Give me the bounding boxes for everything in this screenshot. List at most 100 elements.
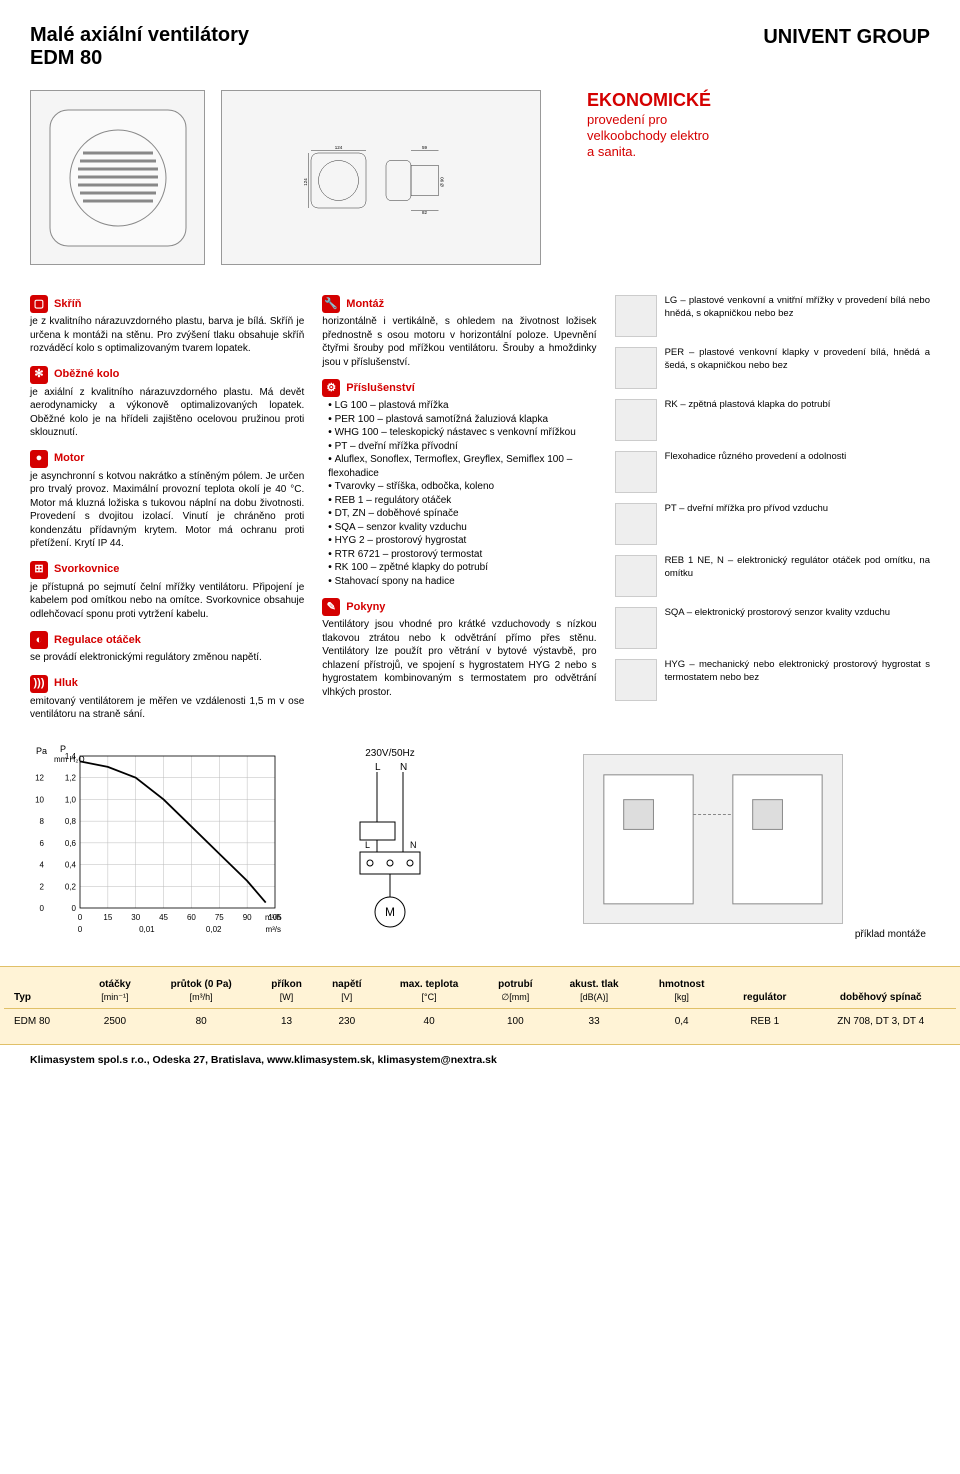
svg-text:4: 4	[40, 860, 45, 869]
cell: 33	[549, 1008, 639, 1034]
accessory-thumb	[615, 347, 657, 389]
info-icon: ✎	[322, 598, 340, 616]
svg-text:230V/50Hz: 230V/50Hz	[365, 748, 414, 759]
svg-text:M: M	[385, 905, 395, 919]
svg-text:15: 15	[103, 913, 112, 922]
svg-text:0: 0	[72, 904, 77, 913]
accessory-thumb	[615, 399, 657, 441]
cell: 40	[376, 1008, 481, 1034]
list-item: PER 100 – plastová samotížná žaluziová k…	[328, 413, 596, 427]
accessory-row: REB 1 NE, N – elektronický regulátor otá…	[615, 555, 930, 597]
box-icon: ▢	[30, 295, 48, 313]
install-svg	[584, 755, 842, 924]
svg-text:0,02: 0,02	[206, 925, 222, 934]
svg-text:0,4: 0,4	[65, 860, 77, 869]
accessory-row: RK – zpětná plastová klapka do potrubí	[615, 399, 930, 441]
svg-text:0,6: 0,6	[65, 838, 77, 847]
svg-text:1,0: 1,0	[65, 795, 77, 804]
cell: EDM 80	[4, 1008, 83, 1034]
motor-icon: ●	[30, 450, 48, 468]
cell: REB 1	[724, 1008, 805, 1034]
col-header: otáčky[min⁻¹]	[83, 975, 146, 1009]
sound-icon: )))	[30, 675, 48, 693]
technical-drawing: 124 124 59 Ø 90 82	[221, 90, 541, 265]
svg-text:10: 10	[35, 795, 44, 804]
list-item: RTR 6721 – prostorový termostat	[328, 548, 596, 562]
montaz-title: Montáž	[346, 297, 384, 312]
promo-l4: a sanita.	[587, 144, 711, 160]
install-caption: příklad montáže	[495, 928, 930, 942]
motor-title: Motor	[54, 451, 85, 466]
svg-text:P: P	[60, 744, 66, 754]
svg-text:L: L	[365, 840, 370, 850]
col-header: regulátor	[724, 975, 805, 1009]
terminal-icon: ⊞	[30, 561, 48, 579]
cell: 0,4	[639, 1008, 724, 1034]
svg-text:Ø 90: Ø 90	[440, 176, 445, 186]
svg-text:m³/s: m³/s	[265, 925, 281, 934]
col-header: doběhový spínač	[805, 975, 956, 1009]
pokyny-text: Ventilátory jsou vhodné pro krátké vzduc…	[322, 618, 596, 699]
accessory-row: PER – plastové venkovní klapky v provede…	[615, 347, 930, 389]
fan-photo-icon	[38, 98, 198, 258]
hluk-title: Hluk	[54, 676, 78, 691]
promo-text: EKONOMICKÉ provedení pro velkoobchody el…	[557, 90, 711, 160]
accessory-text: RK – zpětná plastová klapka do potrubí	[665, 399, 831, 412]
top-visuals: 124 124 59 Ø 90 82 EKONOMICKÉ provedení …	[30, 90, 930, 265]
hluk-text: emitovaný ventilátorem je měřen ve vzdál…	[30, 695, 304, 722]
svg-text:90: 90	[243, 913, 252, 922]
list-item: PT – dveřní mřížka přívodní	[328, 440, 596, 454]
accessories-list: LG 100 – plastová mřížkaPER 100 – plasto…	[322, 399, 596, 588]
list-item: REB 1 – regulátory otáček	[328, 494, 596, 508]
accessory-row: HYG – mechanický nebo elektronický prost…	[615, 659, 930, 701]
prisl-title: Příslušenství	[346, 381, 414, 396]
svg-text:59: 59	[422, 145, 428, 150]
regul-title: Regulace otáček	[54, 633, 141, 648]
brand: UNIVENT GROUP	[763, 24, 930, 51]
svork-text: je přístupná po sejmutí čelní mřížky ven…	[30, 581, 304, 622]
cell: 230	[317, 1008, 376, 1034]
title-line2: EDM 80	[30, 47, 249, 70]
list-item: WHG 100 – teleskopický nástavec s venkov…	[328, 426, 596, 440]
performance-chart: 000,220,440,660,881,0101,2121,4015304560…	[30, 742, 285, 942]
install-example: příklad montáže	[495, 754, 930, 942]
wiring-svg: 230V/50Hz L N L N M	[305, 742, 475, 942]
col-header: hmotnost[kg]	[639, 975, 724, 1009]
skrin-title: Skříň	[54, 297, 82, 312]
wiring-diagram: 230V/50Hz L N L N M	[305, 742, 475, 942]
accessory-text: HYG – mechanický nebo elektronický prost…	[665, 659, 930, 685]
svg-text:0: 0	[78, 925, 83, 934]
col-header: Typ	[4, 975, 83, 1009]
promo-l3: velkoobchody elektro	[587, 128, 711, 144]
list-item: SQA – senzor kvality vzduchu	[328, 521, 596, 535]
col-header: potrubí∅[mm]	[482, 975, 549, 1009]
list-item: Tvarovky – stříška, odbočka, koleno	[328, 480, 596, 494]
accessory-thumb	[615, 555, 657, 597]
accessory-text: PT – dveřní mřížka pro přívod vzduchu	[665, 503, 829, 516]
svg-text:N: N	[410, 840, 417, 850]
accessory-text: SQA – elektronický prostorový senzor kva…	[665, 607, 890, 620]
svg-text:m³/h: m³/h	[265, 913, 281, 922]
svg-text:0,2: 0,2	[65, 882, 77, 891]
title-line1: Malé axiální ventilátory	[30, 24, 249, 47]
list-item: DT, ZN – doběhové spínače	[328, 507, 596, 521]
regul-text: se provádí elektronickými regulátory změ…	[30, 651, 304, 665]
header: Malé axiální ventilátory EDM 80 UNIVENT …	[30, 24, 930, 70]
install-illustration	[583, 754, 843, 924]
cell: ZN 708, DT 3, DT 4	[805, 1008, 956, 1034]
col-header: max. teplota[°C]	[376, 975, 481, 1009]
svg-text:2: 2	[40, 882, 45, 891]
tech-drawing-svg: 124 124 59 Ø 90 82	[301, 138, 461, 218]
montaz-text: horizontálně i vertikálně, s ohledem na …	[322, 315, 596, 369]
col-2: 🔧Montáž horizontálně i vertikálně, s ohl…	[322, 295, 596, 722]
cell: 13	[256, 1008, 317, 1034]
accessory-text: PER – plastové venkovní klapky v provede…	[665, 347, 930, 373]
svg-text:6: 6	[40, 838, 45, 847]
accessory-row: PT – dveřní mřížka pro přívod vzduchu	[615, 503, 930, 545]
accessory-thumb	[615, 607, 657, 649]
skrin-text: je z kvalitního nárazuvzdorného plastu, …	[30, 315, 304, 356]
list-item: Aluflex, Sonoflex, Termoflex, Greyflex, …	[328, 453, 596, 480]
accessory-row: LG – plastové venkovní a vnitřní mřížky …	[615, 295, 930, 337]
cell: 2500	[83, 1008, 146, 1034]
svg-text:8: 8	[40, 817, 45, 826]
